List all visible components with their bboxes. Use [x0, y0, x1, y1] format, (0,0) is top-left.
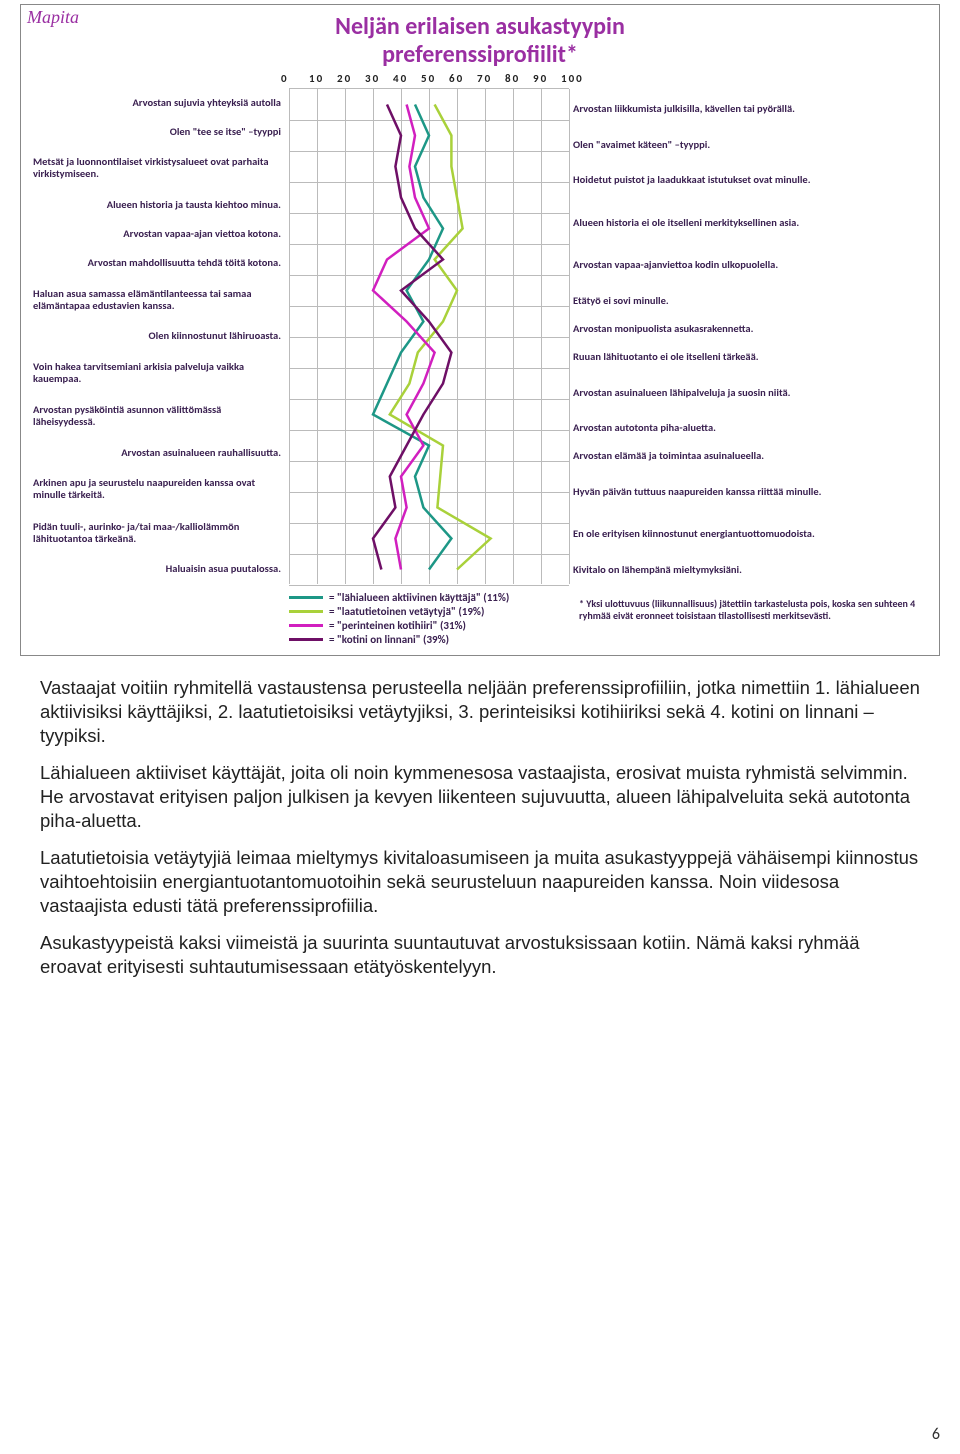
xtick-label: 20 — [337, 72, 352, 85]
legend-swatch — [289, 610, 323, 613]
left-statement: Alueen historia ja tausta kiehtoo minua. — [29, 190, 289, 219]
legend-label: = "laatutietoinen vetäytyjä" (19%) — [329, 605, 484, 618]
footnote: * Yksi ulottuvuus (liikunnallisuus) jäte… — [569, 590, 931, 647]
right-statement: Hoidetut puistot ja laadukkaat istutukse… — [569, 159, 931, 202]
left-statement: Arvostan asuinalueen rauhallisuutta. — [29, 438, 289, 467]
xtick-label: 60 — [449, 72, 464, 85]
legend-label: = "kotini on linnani" (39%) — [329, 633, 449, 646]
chart-container: Mapita Neljän erilaisen asukastyypin pre… — [20, 4, 940, 656]
paragraph-4: Asukastyypeistä kaksi viimeistä ja suuri… — [40, 931, 920, 978]
right-statement: Arvostan liikkumista julkisilla, kävelle… — [569, 88, 931, 131]
series-perinteinen — [373, 105, 435, 570]
right-statement: Kivitalo on lähempänä mieltymyksiäni. — [569, 556, 931, 584]
legend-item-perinteinen: = "perinteinen kotihiiri" (31%) — [289, 619, 569, 632]
left-statement: Arvostan vapaa-ajan viettoa kotona. — [29, 219, 289, 248]
left-statement: Haluaisin asua puutalossa. — [29, 555, 289, 584]
right-statement: Ruuan lähituotanto ei ole itselleni tärk… — [569, 343, 931, 371]
left-statement: Arkinen apu ja seurustelu naapureiden ka… — [29, 467, 289, 511]
paragraph-2: Lähialueen aktiiviset käyttäjät, joita o… — [40, 761, 920, 832]
chart-body: Arvostan sujuvia yhteyksiä autollaOlen "… — [29, 88, 931, 584]
xtick-label: 40 — [393, 72, 408, 85]
chart-grid — [289, 88, 569, 584]
right-statement: En ole erityisen kiinnostunut energiantu… — [569, 513, 931, 556]
right-statement: Olen "avaimet käteen" –tyyppi. — [569, 131, 931, 159]
chart-title-line2: preferenssiprofiilit* — [382, 40, 578, 69]
legend-item-laatutietoinen: = "laatutietoinen vetäytyjä" (19%) — [289, 605, 569, 618]
left-statement: Voin hakea tarvitsemiani arkisia palvelu… — [29, 351, 289, 395]
left-statement: Pidän tuuli-, aurinko- ja/tai maa-/kalli… — [29, 511, 289, 555]
legend-swatch — [289, 624, 323, 627]
paragraph-1: Vastaajat voitiin ryhmitellä vastaustens… — [40, 676, 920, 747]
xtick-label: 50 — [421, 72, 436, 85]
legend-item-kotini: = "kotini on linnani" (39%) — [289, 633, 569, 646]
chart-title-line1: Neljän erilaisen asukastyypin — [335, 12, 625, 41]
xtick-label: 30 — [365, 72, 380, 85]
left-statement: Arvostan pysäköintiä asunnon välittömäss… — [29, 394, 289, 438]
right-statement: Arvostan monipuolista asukasrakennetta. — [569, 315, 931, 343]
left-statement: Metsät ja luonnontilaiset virkistysaluee… — [29, 147, 289, 191]
series-lines — [289, 89, 569, 585]
legend-swatch — [289, 638, 323, 641]
legend: = "lähialueen aktiivinen käyttäjä" (11%)… — [29, 590, 931, 647]
x-axis: 0 10 20 30 40 50 60 70 80 90 100 — [29, 72, 931, 88]
right-statement: Arvostan asuinalueen lähipalveluja ja su… — [569, 372, 931, 415]
brand-logo: Mapita — [27, 7, 79, 28]
legend-label: = "perinteinen kotihiiri" (31%) — [329, 619, 466, 632]
right-statement: Etätyö ei sovi minulle. — [569, 287, 931, 315]
xtick-label: 0 — [281, 72, 289, 85]
xtick-label: 100 — [561, 72, 584, 85]
xtick-label: 70 — [477, 72, 492, 85]
right-statement: Hyvän päivän tuttuus naapureiden kanssa … — [569, 471, 931, 514]
left-statement: Haluan asua samassa elämäntilanteessa ta… — [29, 278, 289, 322]
right-statement-list: Arvostan liikkumista julkisilla, kävelle… — [569, 88, 931, 584]
right-statement: Arvostan elämää ja toimintaa asuinalueel… — [569, 442, 931, 470]
xtick-label: 10 — [309, 72, 324, 85]
left-statement: Arvostan sujuvia yhteyksiä autolla — [29, 88, 289, 117]
legend-item-lahialueen: = "lähialueen aktiivinen käyttäjä" (11%) — [289, 591, 569, 604]
left-statement: Arvostan mahdollisuutta tehdä töitä koto… — [29, 249, 289, 278]
left-statement: Olen "tee se itse" –tyyppi — [29, 117, 289, 146]
paragraph-3: Laatutietoisia vetäytyjiä leimaa mieltym… — [40, 846, 920, 917]
left-statement-list: Arvostan sujuvia yhteyksiä autollaOlen "… — [29, 88, 289, 584]
body-text: Vastaajat voitiin ryhmitellä vastaustens… — [40, 676, 920, 978]
right-statement: Arvostan vapaa-ajanviettoa kodin ulkopuo… — [569, 244, 931, 287]
right-statement: Alueen historia ei ole itselleni merkity… — [569, 202, 931, 245]
left-statement: Olen kiinnostunut lähiruoasta. — [29, 322, 289, 351]
legend-label: = "lähialueen aktiivinen käyttäjä" (11%) — [329, 591, 509, 604]
legend-swatch — [289, 596, 323, 599]
xtick-label: 80 — [505, 72, 520, 85]
page-number: 6 — [932, 1425, 940, 1444]
right-statement: Arvostan autotonta piha-aluetta. — [569, 414, 931, 442]
chart-title: Neljän erilaisen asukastyypin preferenss… — [29, 13, 931, 68]
xtick-label: 90 — [533, 72, 548, 85]
